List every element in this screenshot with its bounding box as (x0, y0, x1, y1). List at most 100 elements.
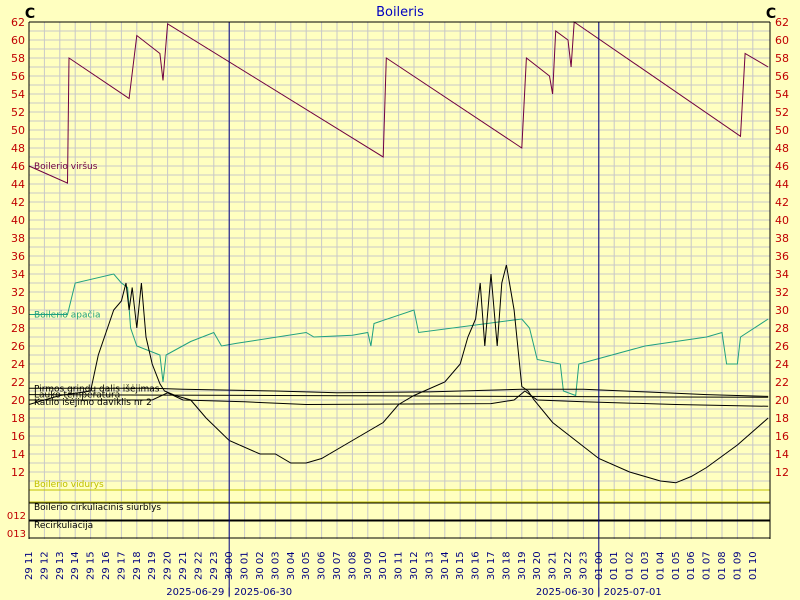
x-tick-label: 30 12 (409, 551, 420, 580)
y-tick-label-right: 56 (775, 70, 789, 83)
y-tick-label-left: 20 (11, 394, 25, 407)
x-tick-label: 30 13 (424, 551, 435, 580)
panel-name: Recirkuliacija (34, 521, 93, 531)
series-line (29, 387, 769, 397)
x-tick-label: 30 17 (486, 551, 497, 580)
x-tick-label: 01 01 (609, 551, 620, 580)
x-tick-label: 01 10 (748, 551, 759, 580)
y-tick-label-right: 18 (775, 412, 789, 425)
y-tick-label-left: 54 (11, 88, 25, 101)
x-tick-label: 01 03 (640, 551, 651, 580)
trace-label: Boilerio apačia (34, 310, 101, 321)
y-tick-label-left: 62 (11, 16, 25, 29)
x-tick-label: 29 14 (70, 551, 81, 580)
axes-layer: 12 12 14 14 16 16 18 18 20 20 22 22 24 24 26 26 28 28 30 30… (11, 16, 789, 598)
y-tick-label-left: 32 (11, 286, 25, 299)
y-tick-label-right: 28 (775, 322, 789, 335)
x-tick-label: 29 16 (101, 551, 112, 580)
x-tick-label: 30 18 (501, 551, 512, 580)
y-tick-label-right: 22 (775, 376, 789, 389)
x-tick-label: 30 03 (270, 551, 281, 580)
y-tick-label-left: 52 (11, 106, 25, 119)
y-tick-label-left: 18 (11, 412, 25, 425)
y-tick-label-right: 40 (775, 214, 789, 227)
x-tick-label: 30 08 (347, 551, 358, 580)
y-tick-label-right: 48 (775, 142, 789, 155)
y-tick-label-right: 30 (775, 304, 789, 317)
x-tick-label: 29 23 (209, 551, 220, 580)
y-tick-label-left: 36 (11, 250, 25, 263)
x-tick-label: 30 15 (455, 551, 466, 580)
x-tick-label: 01 04 (655, 551, 666, 580)
y-tick-label-left: 58 (11, 52, 25, 65)
y-tick-label-right: 20 (775, 394, 789, 407)
y-tick-label-right: 50 (775, 124, 789, 137)
x-tick-label: 30 19 (517, 551, 528, 580)
x-tick-label: 29 19 (147, 551, 158, 580)
series-line (29, 390, 769, 407)
x-tick-label: 01 08 (717, 551, 728, 580)
x-tick-label: 29 11 (24, 551, 35, 580)
panel-name: Boilerio vidurys (34, 480, 104, 490)
series-line (28, 21, 769, 184)
x-tick-label: 30 16 (471, 551, 482, 580)
y-tick-label-right: 16 (775, 430, 789, 443)
left-unit-label: C (25, 6, 35, 22)
y-tick-label-right: 14 (775, 448, 789, 461)
y-tick-label-right: 34 (775, 268, 789, 281)
grid-layer (28, 21, 770, 539)
panel-name: Boilerio cirkuliacinis siurblys (34, 503, 161, 513)
y-tick-label-left: 38 (11, 232, 25, 245)
x-tick-label: 30 09 (363, 551, 374, 580)
x-tick-label: 29 20 (163, 551, 174, 580)
trace-label: Boilerio viršus (34, 161, 98, 172)
y-tick-label-right: 62 (775, 16, 789, 29)
x-tick-label: 30 05 (301, 551, 312, 580)
y-tick-label-left: 12 (11, 466, 25, 479)
y-tick-label-left: 48 (11, 142, 25, 155)
y-tick-label-left: 44 (11, 178, 25, 191)
y-tick-label-right: 52 (775, 106, 789, 119)
x-tick-label: 01 06 (686, 551, 697, 580)
panel-level-label: 012 (7, 511, 26, 522)
panel-level-label: 013 (7, 529, 26, 540)
y-tick-label-right: 54 (775, 88, 789, 101)
x-tick-label: 30 22 (563, 551, 574, 580)
y-tick-label-left: 56 (11, 70, 25, 83)
x-tick-label: 30 10 (378, 551, 389, 580)
trace-label: Pirmos grindų dalis išėjimas (34, 383, 160, 394)
x-tick-label: 30 21 (548, 551, 559, 580)
y-tick-label-left: 26 (11, 340, 25, 353)
x-tick-label: 30 06 (317, 551, 328, 580)
x-tick-label: 01 09 (732, 551, 743, 580)
y-tick-label-left: 60 (11, 34, 25, 47)
x-tick-label: 29 13 (55, 551, 66, 580)
x-tick-label: 01 02 (625, 551, 636, 580)
y-tick-label-right: 46 (775, 160, 789, 173)
y-tick-label-left: 24 (11, 358, 25, 371)
y-tick-label-right: 58 (775, 52, 789, 65)
y-tick-label-left: 14 (11, 448, 25, 461)
series-line (28, 394, 769, 398)
y-tick-label-right: 60 (775, 34, 789, 47)
trace-label: Katilo išėjimo daviklis nr 2 (34, 397, 152, 408)
x-tick-label: 29 17 (116, 551, 127, 580)
trace-label: Lauko temperatūra (34, 391, 120, 401)
y-tick-label-left: 22 (11, 376, 25, 389)
y-tick-label-left: 28 (11, 322, 25, 335)
y-tick-label-left: 30 (11, 304, 25, 317)
x-tick-label: 30 11 (394, 551, 405, 580)
chart-title: Boileris (376, 5, 424, 20)
y-tick-label-right: 32 (775, 286, 789, 299)
y-tick-label-right: 26 (775, 340, 789, 353)
trace-labels-layer: Boilerio viršus Boilerio apačia Pirmos gri… (34, 161, 160, 408)
series-line (29, 273, 769, 397)
y-tick-label-right: 12 (775, 466, 789, 479)
x-tick-label: 29 18 (132, 551, 143, 580)
x-tick-label: 01 07 (702, 551, 713, 580)
y-tick-label-left: 46 (11, 160, 25, 173)
x-tick-label: 01 05 (671, 551, 682, 580)
series-layer (28, 21, 769, 484)
y-tick-label-left: 34 (11, 268, 25, 281)
